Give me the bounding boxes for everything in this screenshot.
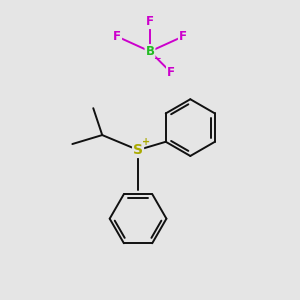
Text: F: F	[146, 15, 154, 28]
Text: B: B	[146, 45, 154, 58]
Text: F: F	[179, 30, 187, 43]
Text: S: S	[133, 143, 143, 157]
Text: F: F	[167, 66, 175, 79]
Text: F: F	[113, 30, 121, 43]
Text: −: −	[153, 53, 160, 62]
Text: +: +	[142, 136, 151, 147]
